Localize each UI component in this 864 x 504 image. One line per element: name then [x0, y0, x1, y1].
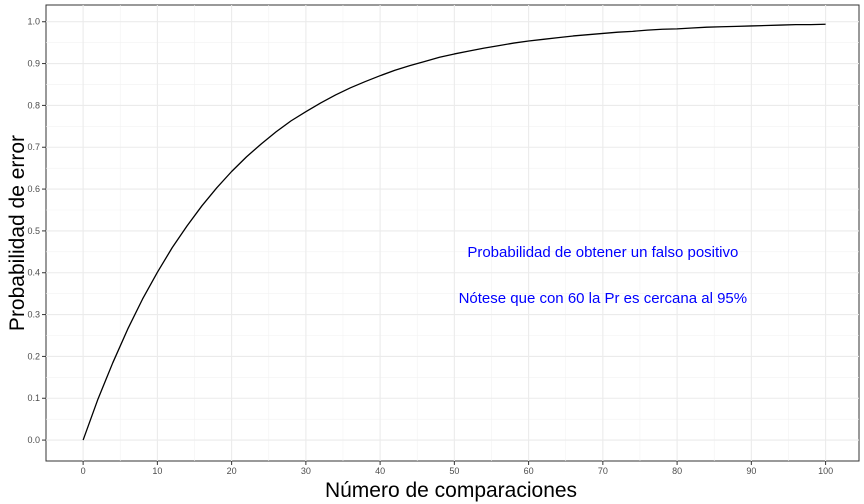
y-tick-label: 0.4 [27, 268, 40, 278]
grid-minor [46, 5, 859, 461]
x-tick-label: 100 [818, 466, 833, 476]
series-layer [82, 23, 826, 441]
x-tick-label: 80 [672, 466, 682, 476]
grid-major [46, 5, 859, 461]
x-axis: 0 10 20 30 40 50 60 70 80 90 100 [81, 461, 833, 476]
x-tick-label: 70 [598, 466, 608, 476]
x-tick-label: 60 [524, 466, 534, 476]
plot-panel [45, 4, 860, 462]
x-tick-label: 50 [449, 466, 459, 476]
annotation-text: Probabilidad de obtener un falso positiv… [467, 244, 738, 261]
y-tick-label: 0.5 [27, 226, 40, 236]
y-tick-label: 0.6 [27, 184, 40, 194]
x-tick-label: 20 [227, 466, 237, 476]
annotation-layer: Probabilidad de obtener un falso positiv… [459, 244, 748, 307]
y-tick-label: 0.1 [27, 393, 40, 403]
annotation-text: Nótese que con 60 la Pr es cercana al 95… [459, 290, 748, 307]
y-axis-title: Probabilidad de error [6, 135, 29, 331]
x-tick-label: 10 [152, 466, 162, 476]
y-tick-label: 0.3 [27, 310, 40, 320]
y-tick-label: 0.0 [27, 435, 40, 445]
y-tick-label: 0.2 [27, 351, 40, 361]
x-tick-label: 0 [81, 466, 86, 476]
series-line [82, 23, 826, 441]
y-tick-label: 1.0 [27, 17, 40, 27]
y-tick-label: 0.9 [27, 59, 40, 69]
x-tick-label: 90 [746, 466, 756, 476]
x-tick-label: 40 [375, 466, 385, 476]
y-tick-label: 0.7 [27, 142, 40, 152]
y-tick-label: 0.8 [27, 100, 40, 110]
y-axis: 0.0 0.1 0.2 0.3 0.4 0.5 0.6 0.7 0.8 0.9 1.0 [27, 17, 46, 445]
x-axis-title: Número de comparaciones [325, 479, 577, 502]
x-tick-label: 30 [301, 466, 311, 476]
